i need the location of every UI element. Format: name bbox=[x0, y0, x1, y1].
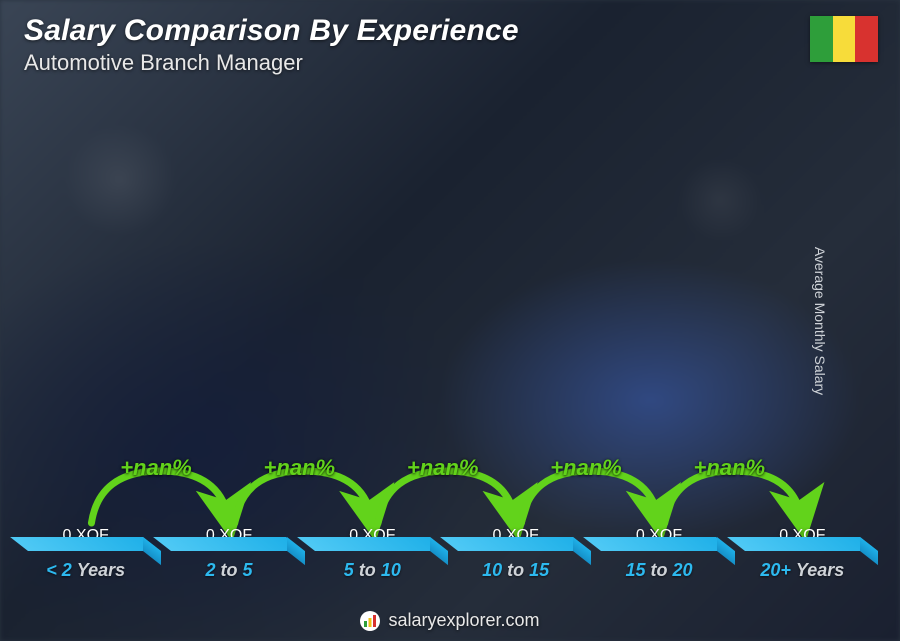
x-axis-label: 10 to 15 bbox=[458, 560, 573, 581]
bar-slot: 0 XOF bbox=[601, 527, 716, 551]
flag-stripe bbox=[855, 16, 878, 62]
delta-label: +nan% bbox=[264, 455, 336, 481]
delta-label: +nan% bbox=[120, 455, 192, 481]
delta-label: +nan% bbox=[550, 455, 622, 481]
site-logo-icon bbox=[360, 611, 380, 631]
salary-bar-chart: 0 XOF 0 XOF 0 XOF 0 XOF 0 XOF 0 XOF < 2 Years… bbox=[28, 100, 860, 581]
country-flag-mali bbox=[810, 16, 878, 62]
flag-stripe bbox=[810, 16, 833, 62]
header: Salary Comparison By Experience Automoti… bbox=[24, 14, 519, 76]
delta-label: +nan% bbox=[407, 455, 479, 481]
site-name: salaryexplorer.com bbox=[388, 610, 539, 631]
bar-slot: 0 XOF bbox=[458, 527, 573, 551]
delta-label: +nan% bbox=[694, 455, 766, 481]
bars-container: 0 XOF 0 XOF 0 XOF 0 XOF 0 XOF 0 XOF bbox=[28, 100, 860, 551]
x-axis-label: < 2 Years bbox=[28, 560, 143, 581]
x-axis-label: 5 to 10 bbox=[315, 560, 430, 581]
bar-slot: 0 XOF bbox=[315, 527, 430, 551]
bar-slot: 0 XOF bbox=[745, 527, 860, 551]
bar-slot: 0 XOF bbox=[28, 527, 143, 551]
flag-stripe bbox=[833, 16, 856, 62]
bar-slot: 0 XOF bbox=[171, 527, 286, 551]
page-subtitle: Automotive Branch Manager bbox=[24, 50, 519, 76]
x-axis-labels: < 2 Years 2 to 5 5 to 10 10 to 15 15 to 20 20… bbox=[28, 560, 860, 581]
x-axis-label: 20+ Years bbox=[745, 560, 860, 581]
footer: salaryexplorer.com bbox=[0, 610, 900, 631]
x-axis-label: 2 to 5 bbox=[171, 560, 286, 581]
page-title: Salary Comparison By Experience bbox=[24, 14, 519, 48]
x-axis-label: 15 to 20 bbox=[601, 560, 716, 581]
